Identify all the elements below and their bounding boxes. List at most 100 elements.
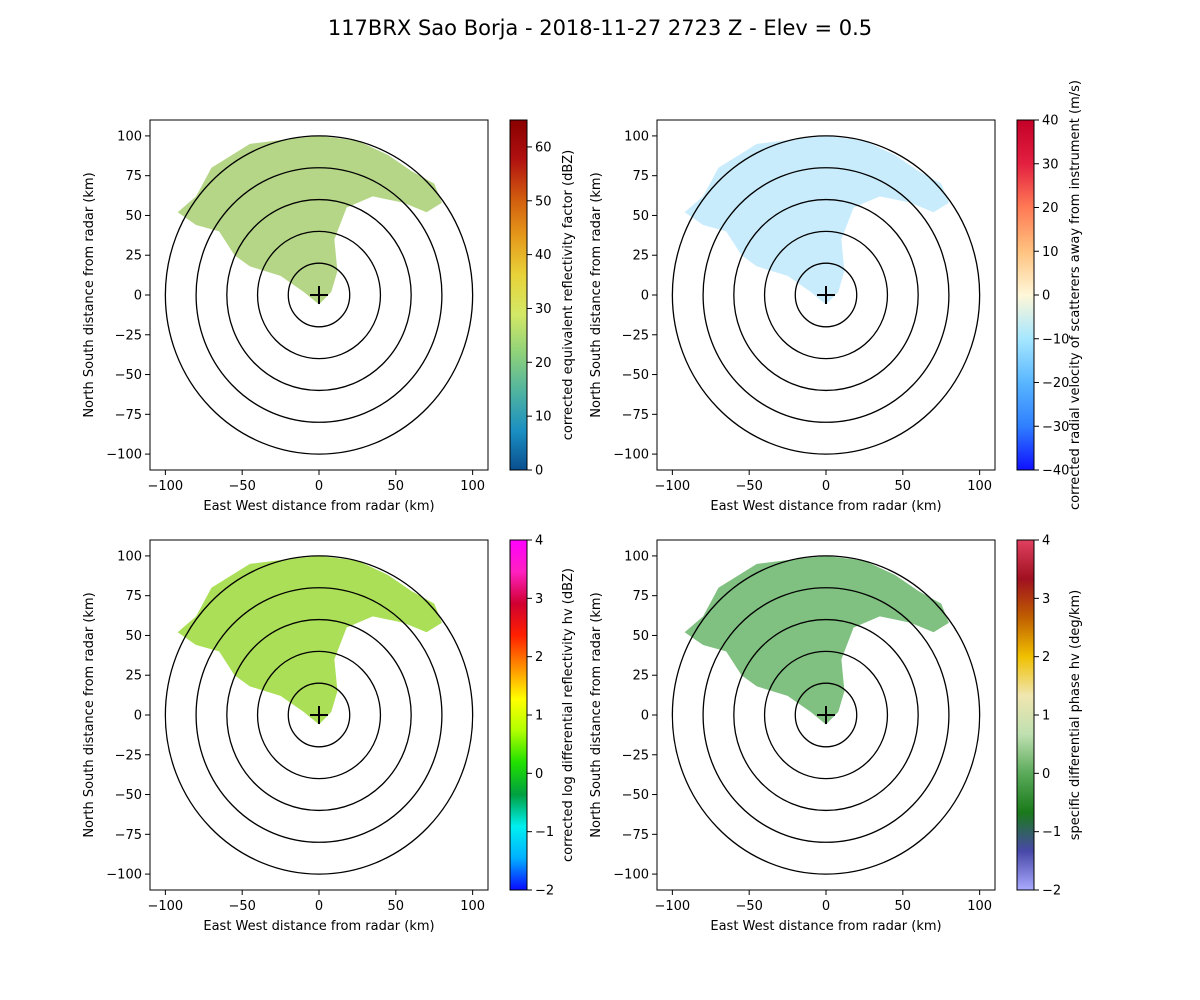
y-tick-label: 50 bbox=[632, 629, 649, 644]
colorbar-tick-label: 20 bbox=[1042, 201, 1059, 216]
x-tick-label: −100 bbox=[655, 899, 691, 914]
y-tick-label: 50 bbox=[632, 209, 649, 224]
colorbar-tick-label: 40 bbox=[535, 248, 552, 263]
x-axis-label: East West distance from radar (km) bbox=[710, 499, 941, 514]
y-tick-label: 75 bbox=[125, 589, 142, 604]
colorbar-tick-label: 3 bbox=[535, 592, 543, 607]
y-tick-label: −50 bbox=[115, 788, 142, 803]
figure-title: 117BRX Sao Borja - 2018-11-27 2723 Z - E… bbox=[327, 16, 873, 40]
y-tick-label: −75 bbox=[622, 408, 649, 423]
colorbar-tick-label: 30 bbox=[1042, 157, 1059, 172]
colorbar-tick-label: −2 bbox=[535, 884, 554, 899]
echo-region bbox=[177, 555, 442, 725]
y-tick-label: 25 bbox=[125, 669, 142, 684]
y-tick-label: 100 bbox=[624, 549, 649, 564]
plot-area bbox=[671, 555, 981, 875]
range-ring-80km bbox=[195, 587, 443, 843]
colorbar-tick-label: −40 bbox=[1042, 464, 1069, 479]
y-tick-label: −25 bbox=[622, 328, 649, 343]
y-tick-label: 0 bbox=[134, 289, 142, 304]
colorbar-label: corrected radial velocity of scatterers … bbox=[1068, 80, 1083, 510]
range-ring-20km bbox=[287, 682, 351, 748]
colorbar-tick-label: 4 bbox=[1042, 534, 1050, 549]
x-tick-label: −50 bbox=[228, 479, 255, 494]
range-ring-80km bbox=[702, 587, 950, 843]
colorbar-tick-label: 60 bbox=[535, 140, 552, 155]
range-ring-40km bbox=[763, 230, 889, 360]
y-tick-label: −100 bbox=[613, 868, 649, 883]
plot-area bbox=[671, 135, 981, 455]
range-ring-100km bbox=[164, 135, 474, 455]
colorbar-label: corrected log differential reflectivity … bbox=[561, 568, 576, 862]
range-ring-40km bbox=[256, 650, 382, 780]
y-tick-label: 75 bbox=[632, 589, 649, 604]
y-tick-label: −100 bbox=[106, 868, 142, 883]
colorbar-tick-label: −1 bbox=[535, 825, 554, 840]
colorbar-tick-label: 0 bbox=[535, 464, 543, 479]
x-tick-label: 0 bbox=[822, 899, 830, 914]
x-axis-label: East West distance from radar (km) bbox=[203, 919, 434, 934]
y-axis-label: North South distance from radar (km) bbox=[589, 592, 604, 837]
y-tick-label: 25 bbox=[125, 249, 142, 264]
colorbar-tick-label: 20 bbox=[535, 356, 552, 371]
colorbar bbox=[1016, 539, 1035, 891]
colorbar-tick-label: 10 bbox=[1042, 245, 1059, 260]
y-tick-label: −75 bbox=[622, 828, 649, 843]
x-tick-label: −100 bbox=[655, 479, 691, 494]
y-axis-label: North South distance from radar (km) bbox=[82, 172, 97, 417]
range-ring-80km bbox=[195, 167, 443, 423]
x-tick-label: 100 bbox=[460, 479, 485, 494]
radar-panel-1: −100 −50 0 50 1001007550250−25−50−75−100East… bbox=[82, 119, 576, 514]
range-ring-80km bbox=[702, 167, 950, 423]
range-ring-100km bbox=[671, 555, 981, 875]
colorbar-tick-label: −30 bbox=[1042, 420, 1069, 435]
y-tick-label: −100 bbox=[106, 448, 142, 463]
colorbar-tick-label: 4 bbox=[535, 534, 543, 549]
y-tick-label: −75 bbox=[115, 828, 142, 843]
x-tick-label: 100 bbox=[967, 479, 992, 494]
colorbar-tick-label: 0 bbox=[1042, 767, 1050, 782]
range-ring-40km bbox=[763, 650, 889, 780]
radar-panel-4: −100 −50 0 50 100 100 75 50 25 0 −25 −50 −75 −100 East… bbox=[589, 534, 1083, 935]
x-tick-label: 0 bbox=[822, 479, 830, 494]
colorbar-tick-label: 2 bbox=[535, 650, 543, 665]
y-tick-label: −25 bbox=[115, 748, 142, 763]
x-tick-label: 50 bbox=[895, 899, 912, 914]
x-axis-label: East West distance from radar (km) bbox=[203, 499, 434, 514]
x-tick-label: −100 bbox=[148, 899, 184, 914]
colorbar-tick-label: −2 bbox=[1042, 884, 1061, 899]
y-tick-label: 25 bbox=[632, 669, 649, 684]
y-tick-label: 50 bbox=[125, 629, 142, 644]
range-ring-40km bbox=[256, 230, 382, 360]
y-tick-label: −50 bbox=[115, 368, 142, 383]
colorbar-tick-label: 0 bbox=[1042, 289, 1050, 304]
colorbar bbox=[509, 539, 528, 891]
colorbar-tick-label: 2 bbox=[1042, 650, 1050, 665]
echo-region bbox=[684, 135, 949, 305]
y-tick-label: −50 bbox=[622, 788, 649, 803]
radar-panel-2: −100 −50 0 50 1001007550250−25−50−75−100East… bbox=[589, 80, 1083, 514]
x-axis-label: East West distance from radar (km) bbox=[710, 919, 941, 934]
range-ring-60km bbox=[733, 198, 919, 392]
y-axis-label: North South distance from radar (km) bbox=[82, 592, 97, 837]
x-tick-label: 0 bbox=[315, 899, 323, 914]
x-tick-label: −50 bbox=[735, 899, 762, 914]
colorbar-tick-label: 1 bbox=[1042, 709, 1050, 724]
plot-area bbox=[164, 555, 474, 875]
y-tick-label: −25 bbox=[115, 328, 142, 343]
y-axis-label: North South distance from radar (km) bbox=[589, 172, 604, 417]
range-ring-60km bbox=[733, 618, 919, 812]
range-ring-100km bbox=[671, 135, 981, 455]
range-ring-20km bbox=[794, 262, 858, 328]
y-tick-label: 50 bbox=[125, 209, 142, 224]
y-tick-label: −100 bbox=[613, 448, 649, 463]
range-ring-20km bbox=[794, 682, 858, 748]
echo-region bbox=[684, 555, 949, 725]
colorbar-tick-label: 3 bbox=[1042, 592, 1050, 607]
radar-panel-3: −100 −50 0 50 100 100 75 50 25 0 −25 −50 −75 −100 East… bbox=[82, 534, 576, 935]
x-tick-label: 0 bbox=[315, 479, 323, 494]
y-tick-label: 100 bbox=[624, 129, 649, 144]
y-tick-label: −25 bbox=[622, 748, 649, 763]
y-tick-label: 100 bbox=[117, 549, 142, 564]
